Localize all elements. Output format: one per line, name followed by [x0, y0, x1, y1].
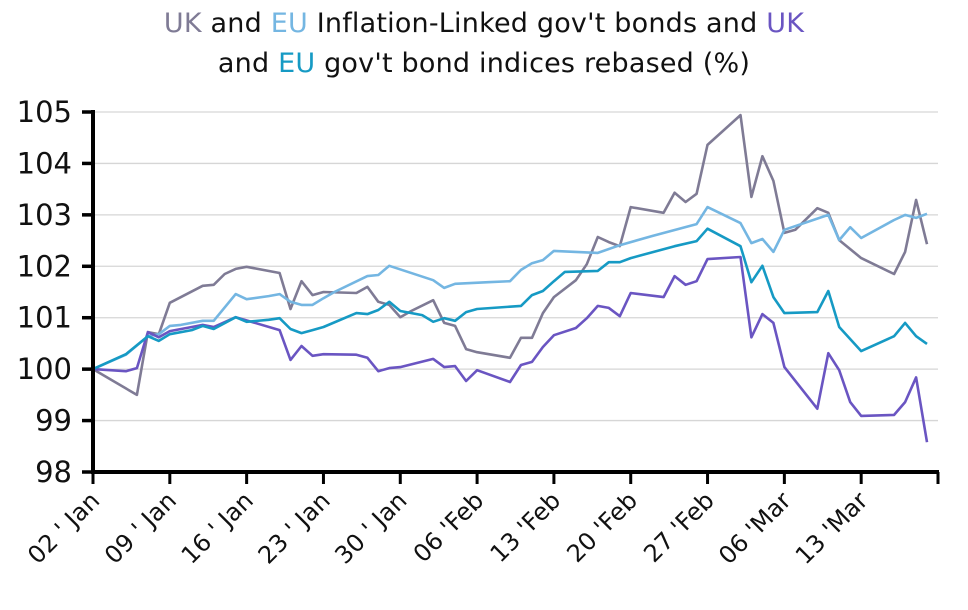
y-tick-label: 98 [35, 455, 72, 489]
x-tick-label: 09 ' Jan [99, 486, 182, 569]
x-tick-label: 13 'Feb [485, 486, 567, 568]
y-tick-label: 99 [35, 404, 72, 438]
x-tick-label: 20 'Feb [561, 486, 643, 568]
y-tick-label: 101 [17, 301, 72, 335]
title-segment: EU [270, 8, 308, 39]
series-line-uk_il [92, 113, 929, 397]
x-tick-label: 27 'Feb [638, 486, 720, 568]
x-tick-label: 30 ' Jan [330, 486, 413, 569]
y-tick-label: 104 [17, 146, 72, 180]
title-segment: gov't bond indices rebased (%) [315, 48, 751, 79]
x-tick-label: 06 'Feb [408, 486, 490, 568]
title-segment: Inflation-Linked gov't bonds and [307, 8, 767, 39]
y-tick-label: 105 [17, 95, 72, 129]
y-tick-label: 103 [17, 198, 72, 232]
title-segment: UK [766, 8, 805, 39]
title-segment: EU [278, 48, 316, 79]
series-line-eu_gov [92, 227, 928, 371]
title-segment: UK [163, 8, 202, 39]
title-segment: and [217, 48, 279, 79]
series-line-eu_il [92, 205, 928, 371]
series-line-uk_gov [92, 255, 929, 443]
y-tick-label: 102 [17, 249, 72, 283]
chart-title-line-1: UK and EU Inflation-Linked gov't bonds a… [0, 8, 968, 39]
x-tick-label: 06 'Mar [713, 486, 797, 570]
x-tick-label: 23 ' Jan [253, 486, 336, 569]
chart-title-line-2: and EU gov't bond indices rebased (%) [0, 48, 968, 79]
title-segment: and [201, 8, 271, 39]
y-tick-label: 100 [17, 352, 72, 386]
x-tick-label: 13 'Mar [790, 486, 874, 570]
x-tick-label: 16 ' Jan [176, 486, 259, 569]
x-tick-label: 02 ' Jan [22, 486, 105, 569]
